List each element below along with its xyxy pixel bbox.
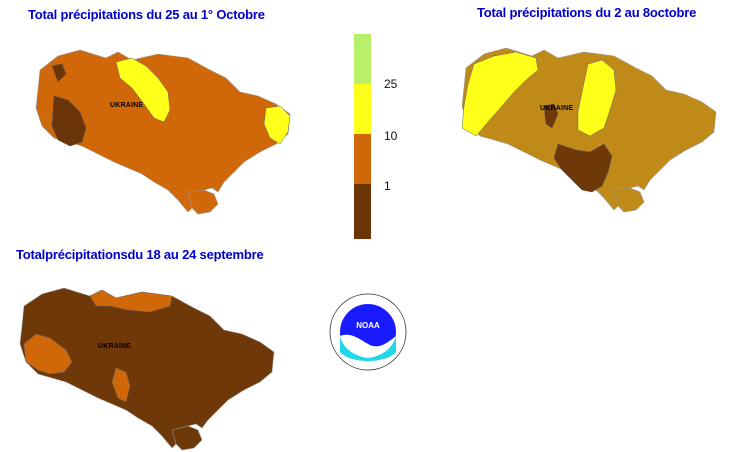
map1-country-label: UKRAINE — [110, 102, 144, 109]
map3-country-label: UKRAINE — [98, 343, 132, 350]
map3-crimea — [171, 425, 203, 451]
noaa-logo-text: NOAA — [356, 321, 380, 330]
legend-swatch-1-10 — [354, 134, 371, 184]
legend-tick-1: 1 — [384, 179, 391, 193]
map1-yellow-north — [115, 57, 171, 123]
map2-dark-south — [553, 143, 613, 193]
map2-crimea — [613, 187, 645, 213]
panel-title-25-oct1: Total précipitations du 25 au 1° Octobre — [28, 7, 265, 22]
map-ukraine-2-8-oct — [461, 47, 717, 213]
map1-dark-north — [51, 63, 67, 83]
noaa-logo-icon: NOAA — [329, 293, 407, 371]
map2-dark-patch — [543, 103, 559, 129]
panel-title-18-24-sep: Totalprécipitationsdu 18 au 24 septembre — [16, 247, 264, 262]
map1-yellow-east — [263, 105, 291, 145]
legend-swatch-lt1 — [354, 184, 371, 239]
legend-tick-10: 10 — [384, 129, 398, 143]
legend-tick-25: 25 — [384, 77, 398, 91]
map3-orange-west — [23, 333, 73, 375]
map-ukraine-18-24-sep — [19, 287, 275, 451]
map1-crimea — [187, 189, 219, 215]
map2-yellow-northwest — [461, 51, 539, 137]
legend-swatch-10-25 — [354, 84, 371, 134]
map1-orange-base — [35, 49, 291, 213]
map3-orange-southwest — [111, 367, 131, 403]
map-ukraine-25-oct1 — [35, 49, 291, 215]
map2-yellow-central — [577, 59, 617, 137]
legend-swatch-gt25 — [354, 34, 371, 84]
map3-orange-north — [89, 289, 173, 313]
map1-dark-west — [51, 95, 87, 147]
map2-country-label: UKRAINE — [540, 105, 574, 112]
panel-title-2-8-oct: Total précipitations du 2 au 8octobre — [477, 5, 697, 20]
